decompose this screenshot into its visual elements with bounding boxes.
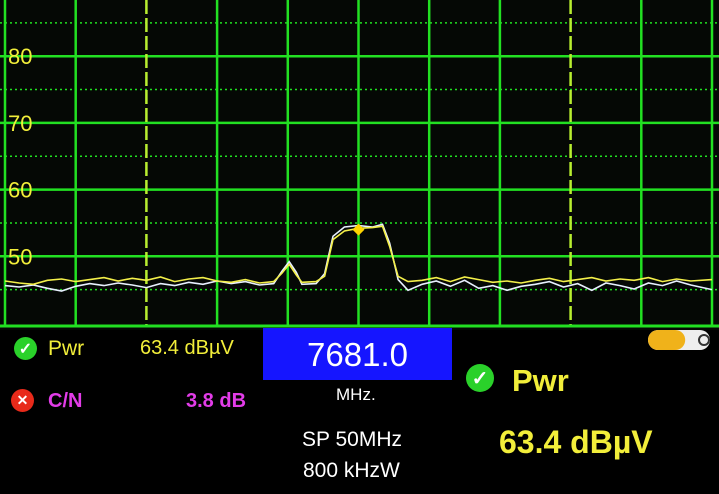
y-tick-label: 90 [8,0,32,3]
marker [352,223,365,236]
grid [0,0,719,328]
battery-icon [648,330,710,350]
frequency-unit: MHz. [336,385,376,404]
pwr-ok-icon: ✓ [14,337,37,360]
traces [4,223,713,292]
rbw-value: 800 kHzW [303,459,400,482]
trace-line [4,223,713,292]
cn-fail-icon: ✕ [11,389,34,412]
trace-line [4,225,713,286]
y-tick-labels: 50 60 70 80 90 [8,0,32,269]
frequency-box[interactable]: 7681.0 [263,328,452,380]
y-tick-label: 50 [8,244,32,269]
big-pwr-value: 63.4 dBµV [499,424,653,460]
span-value: SP 50MHz [302,428,402,451]
y-tick-label: 70 [8,111,32,136]
y-tick-label: 80 [8,44,32,69]
cn-value: 3.8 dB [186,390,247,412]
pwr-label: Pwr [48,337,85,360]
big-pwr-ok-icon: ✓ [466,364,494,392]
marker-diamond [352,223,365,236]
big-pwr-label: Pwr [512,363,569,398]
y-tick-label: 60 [8,178,32,203]
frequency-value: 7681.0 [307,335,408,373]
spectrum-plot: 50 60 70 80 90 [0,0,719,328]
pwr-value: 63.4 dBµV [140,337,234,359]
cn-label: C/N [48,390,83,412]
